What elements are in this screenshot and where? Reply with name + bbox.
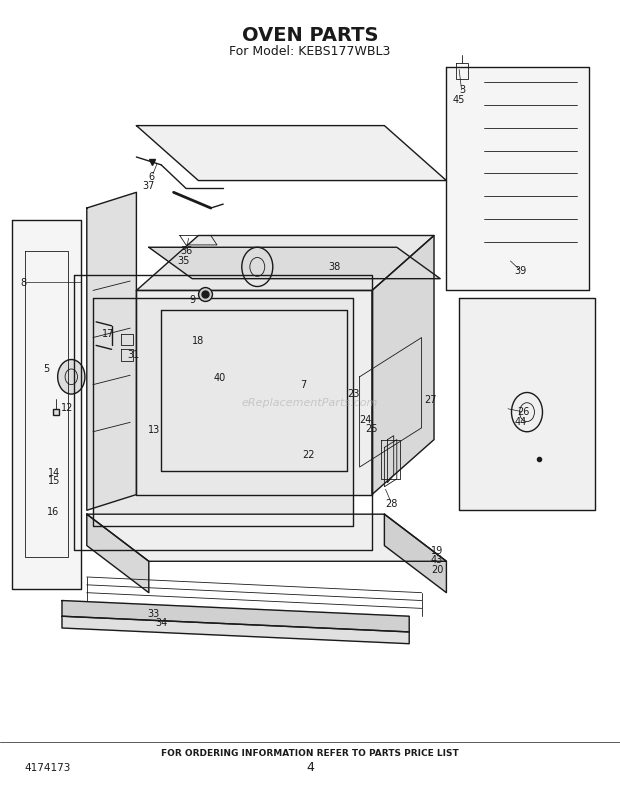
Text: 36: 36 xyxy=(180,246,192,256)
Text: 37: 37 xyxy=(143,181,155,191)
Text: 8: 8 xyxy=(20,278,27,287)
Polygon shape xyxy=(12,220,81,589)
Text: 24: 24 xyxy=(360,415,372,425)
Text: 7: 7 xyxy=(301,380,307,389)
Text: 44: 44 xyxy=(515,418,527,427)
Text: 9: 9 xyxy=(189,295,195,305)
Text: 12: 12 xyxy=(61,403,73,413)
Polygon shape xyxy=(87,514,446,561)
Polygon shape xyxy=(62,601,409,632)
Circle shape xyxy=(58,360,85,394)
Text: eReplacementParts.com: eReplacementParts.com xyxy=(242,398,378,407)
Polygon shape xyxy=(149,247,440,279)
Polygon shape xyxy=(87,514,149,593)
Text: 40: 40 xyxy=(214,374,226,383)
Text: 22: 22 xyxy=(302,451,314,460)
Text: 39: 39 xyxy=(515,266,527,276)
Text: 4: 4 xyxy=(306,761,314,774)
Text: 23: 23 xyxy=(347,389,360,399)
Text: 19: 19 xyxy=(431,546,443,556)
Text: 43: 43 xyxy=(431,556,443,565)
Text: For Model: KEBS177WBL3: For Model: KEBS177WBL3 xyxy=(229,45,391,57)
Text: 34: 34 xyxy=(155,619,167,628)
Text: 20: 20 xyxy=(431,565,443,575)
Polygon shape xyxy=(459,298,595,510)
Text: 6: 6 xyxy=(149,172,155,181)
Text: 4174173: 4174173 xyxy=(25,763,71,772)
Text: 33: 33 xyxy=(148,609,160,619)
Text: 28: 28 xyxy=(386,499,398,509)
Text: 18: 18 xyxy=(192,337,205,346)
Polygon shape xyxy=(136,290,372,495)
Text: 38: 38 xyxy=(329,262,341,272)
Text: 3: 3 xyxy=(459,86,465,95)
Polygon shape xyxy=(87,192,136,510)
Text: 15: 15 xyxy=(48,476,61,486)
Polygon shape xyxy=(136,126,446,181)
Polygon shape xyxy=(161,310,347,471)
Polygon shape xyxy=(446,67,589,290)
Text: 27: 27 xyxy=(425,396,437,405)
Text: 14: 14 xyxy=(48,468,61,477)
Text: 5: 5 xyxy=(43,364,50,374)
Text: 17: 17 xyxy=(102,329,115,338)
Text: FOR ORDERING INFORMATION REFER TO PARTS PRICE LIST: FOR ORDERING INFORMATION REFER TO PARTS … xyxy=(161,749,459,758)
Text: 26: 26 xyxy=(518,407,530,417)
Polygon shape xyxy=(136,236,434,290)
Polygon shape xyxy=(372,236,434,495)
Polygon shape xyxy=(62,616,409,644)
Text: 45: 45 xyxy=(453,96,465,105)
Polygon shape xyxy=(384,514,446,593)
Text: 31: 31 xyxy=(127,350,140,360)
Text: OVEN PARTS: OVEN PARTS xyxy=(242,26,378,45)
Polygon shape xyxy=(93,298,353,526)
Text: 13: 13 xyxy=(148,425,160,435)
Text: 25: 25 xyxy=(366,425,378,434)
Text: 35: 35 xyxy=(177,256,190,265)
Text: 16: 16 xyxy=(46,507,59,517)
